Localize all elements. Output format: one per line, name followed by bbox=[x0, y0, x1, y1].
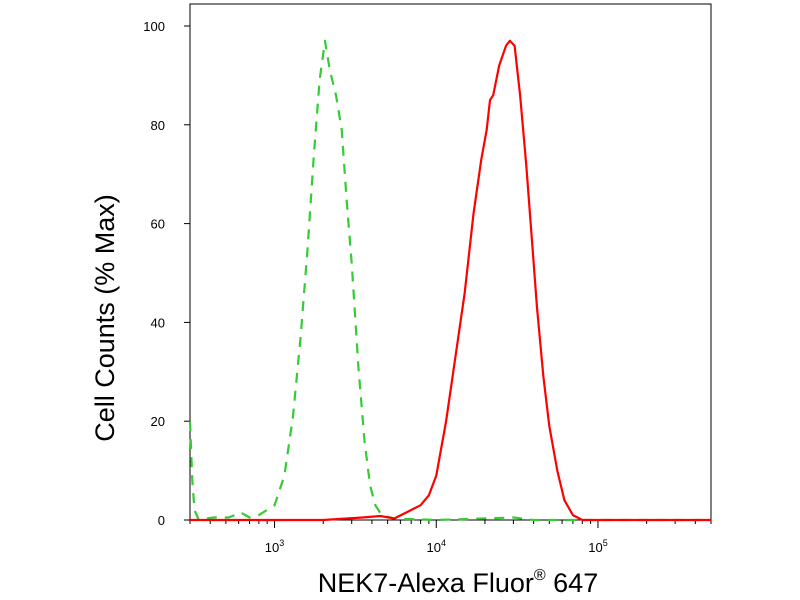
plot-frame bbox=[189, 3, 712, 521]
y-tick-label: 20 bbox=[151, 414, 165, 429]
x-axis-title-suffix: 647 bbox=[546, 568, 599, 598]
y-tick-label: 100 bbox=[143, 19, 165, 34]
x-axis-title-main: NEK7-Alexa Fluor bbox=[318, 568, 534, 598]
x-axis: 103 104 105 bbox=[189, 520, 712, 555]
y-tick-label: 60 bbox=[151, 217, 165, 232]
series-line-dashed-green bbox=[188, 39, 711, 522]
x-tick-label: 103 bbox=[265, 538, 284, 555]
x-axis-title: NEK7-Alexa Fluor® 647 bbox=[318, 567, 598, 598]
plot-border bbox=[189, 3, 712, 521]
x-tick-label: 104 bbox=[427, 538, 446, 555]
series-layer bbox=[188, 39, 711, 522]
y-tick-label: 80 bbox=[151, 118, 165, 133]
y-axis: 0 20 40 60 80 100 bbox=[143, 19, 190, 528]
y-axis-title: Cell Counts (% Max) bbox=[90, 194, 120, 442]
x-axis-title-superscript: ® bbox=[534, 567, 546, 584]
y-tick-label: 0 bbox=[158, 513, 165, 528]
x-tick-label: 105 bbox=[588, 538, 607, 555]
series-line-solid-red bbox=[190, 39, 711, 522]
y-tick-label: 40 bbox=[151, 315, 165, 330]
